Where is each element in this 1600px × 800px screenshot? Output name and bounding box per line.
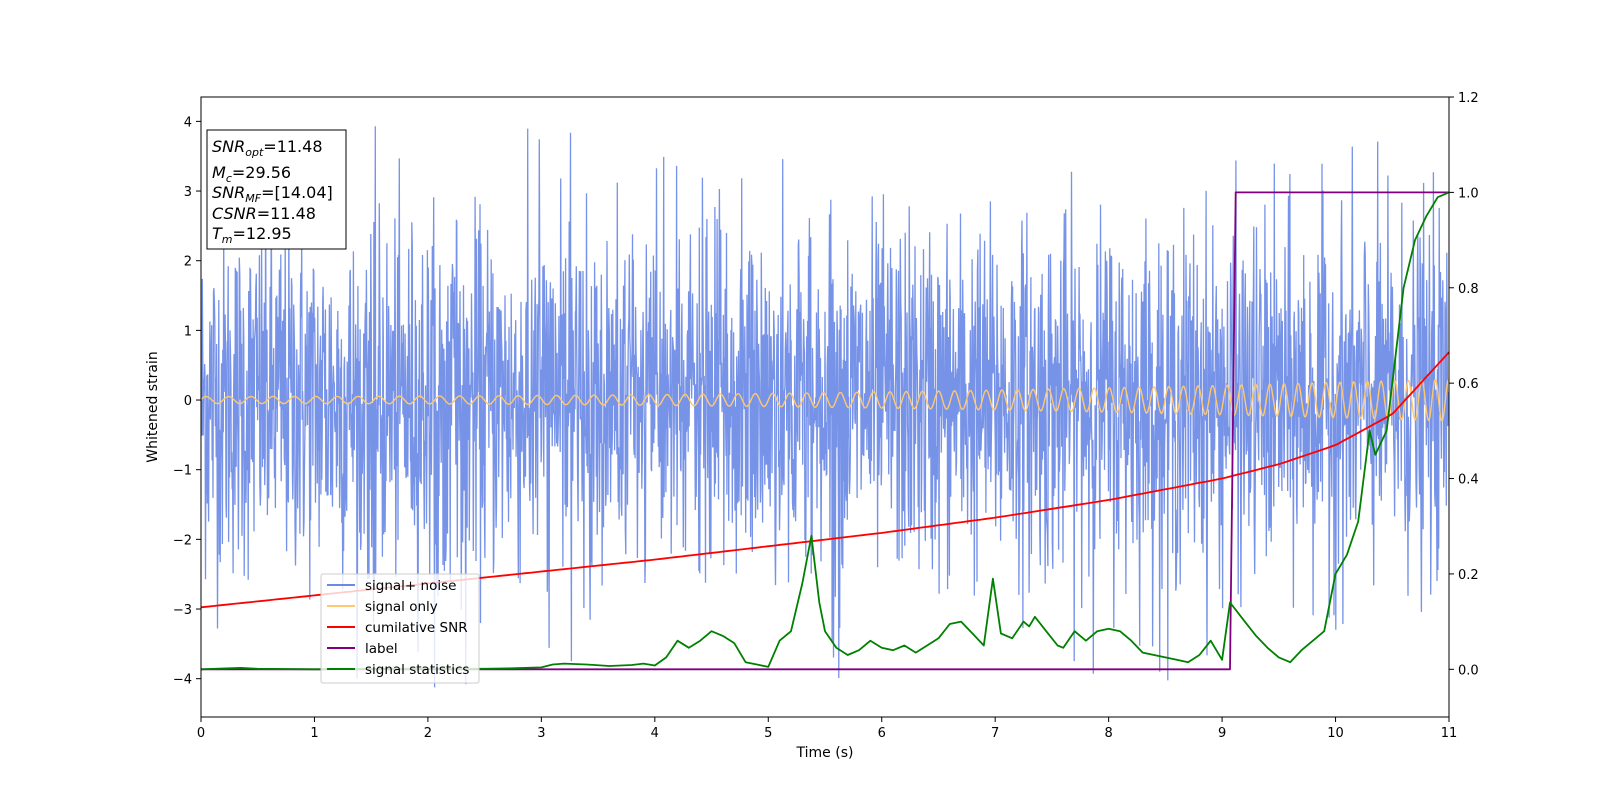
annotation-frame bbox=[206, 129, 347, 250]
y2-tick-label: 0.0 bbox=[1458, 663, 1479, 678]
annotation-line: SNRopt=11.48 bbox=[212, 137, 323, 159]
series-label bbox=[201, 191, 1449, 671]
x-tick-label: 11 bbox=[1441, 726, 1458, 741]
y-tick-label: 1 bbox=[184, 324, 192, 339]
annotation-line: Tm=12.95 bbox=[212, 224, 292, 246]
annotation-line: Mc=29.56 bbox=[212, 163, 291, 185]
y-tick-label: −4 bbox=[173, 673, 192, 688]
x-tick-label: 1 bbox=[310, 726, 318, 741]
annotation-line: CSNR=11.48 bbox=[212, 204, 316, 223]
x-tick-label: 7 bbox=[991, 726, 999, 741]
x-tick-label: 3 bbox=[537, 726, 545, 741]
x-tick-label: 6 bbox=[878, 726, 886, 741]
y2-tick-label: 0.6 bbox=[1458, 377, 1479, 392]
x-tick-label: 4 bbox=[651, 726, 659, 741]
y2-tick-label: 1.0 bbox=[1458, 186, 1479, 201]
y-tick-label: 3 bbox=[184, 185, 192, 200]
x-axis-label: Time (s) bbox=[796, 745, 854, 761]
legend-label: cumilative SNR bbox=[365, 620, 468, 636]
y-tick-label: −1 bbox=[173, 464, 192, 479]
y-tick-label: 0 bbox=[184, 394, 192, 409]
series-signal-statistics bbox=[201, 191, 1449, 671]
x-tick-label: 10 bbox=[1327, 726, 1344, 741]
annotation-box: SNRopt=11.48 Mc=29.56SNRMF=[14.04]CSNR=11… bbox=[206, 129, 347, 250]
legend-label: label bbox=[365, 641, 398, 657]
axes-frame bbox=[200, 96, 1450, 718]
y-axis-right: 0.0 0.2 0.4 0.6 0.8 1.0 1.2 bbox=[1449, 91, 1479, 678]
y-tick-label: 2 bbox=[184, 255, 192, 270]
x-tick-label: 5 bbox=[764, 726, 772, 741]
x-tick-label: 9 bbox=[1218, 726, 1226, 741]
series-signal-only bbox=[201, 378, 1449, 422]
series-signal-noise bbox=[201, 126, 1449, 688]
y2-tick-label: 1.2 bbox=[1458, 91, 1479, 106]
y2-tick-label: 0.8 bbox=[1458, 282, 1479, 297]
y-tick-label: −2 bbox=[173, 533, 192, 548]
x-axis: 0 1 2 3 4 5 6 7 8 9 10 11 bbox=[197, 717, 1457, 741]
annotation-line: SNRMF=[14.04] bbox=[212, 183, 333, 205]
y-tick-label: −3 bbox=[173, 603, 192, 618]
x-tick-label: 0 bbox=[197, 726, 205, 741]
y-axis-left: −4 −3 −2 −1 0 1 2 3 4 bbox=[173, 115, 201, 688]
x-tick-label: 8 bbox=[1104, 726, 1112, 741]
y-axis-label: Whitened strain bbox=[145, 351, 161, 462]
y2-tick-label: 0.4 bbox=[1458, 473, 1479, 488]
x-tick-label: 2 bbox=[424, 726, 432, 741]
y-tick-label: 4 bbox=[184, 115, 192, 130]
legend-label: signal only bbox=[365, 599, 438, 615]
legend: signal+ noise signal only cumilative SNR la… bbox=[320, 573, 480, 684]
y2-tick-label: 0.2 bbox=[1458, 568, 1479, 583]
legend-label: signal statistics bbox=[365, 662, 469, 678]
legend-frame bbox=[320, 573, 480, 684]
legend-label: signal+ noise bbox=[365, 578, 456, 594]
